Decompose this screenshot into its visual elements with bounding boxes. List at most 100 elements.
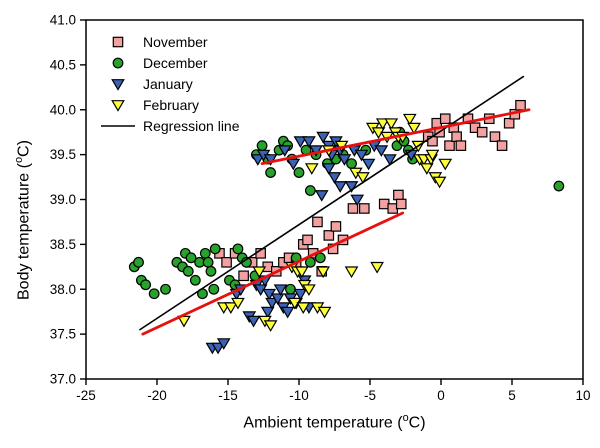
data-point-february [317,306,332,319]
data-point-january [354,149,369,162]
data-point-december [189,274,201,286]
legend-item-february: February [100,94,240,115]
y-tick-label: 38.0 [50,282,76,297]
regression-line-black [139,75,525,331]
legend-item-regression-line: Regression line [100,115,240,136]
data-point-february [356,172,370,184]
series-february [177,113,453,332]
data-point-january [260,306,275,319]
legend-label: December [143,54,208,71]
data-point-january [263,154,278,166]
circle-legend-icon [112,57,124,68]
x-tick-label: -5 [364,388,376,403]
data-point-december [293,167,305,178]
data-point-november [444,140,455,151]
data-point-january [293,136,308,148]
data-point-december [205,265,217,277]
series-december [128,126,565,300]
data-point-february [438,158,453,171]
data-point-january [383,154,397,166]
x-tick-label: 10 [575,388,590,403]
y-tick-label: 39.0 [50,192,76,207]
x-tick-label: -15 [218,388,238,403]
triangle-down-legend-icon [111,78,125,91]
square-legend-icon [112,36,124,47]
triangle-down-legend-icon [111,99,125,112]
x-axis-degree-sup: o [402,412,409,424]
data-point-february [425,149,440,162]
regression-line-legend-icon [101,124,135,127]
data-point-january [273,284,288,297]
data-point-january [361,158,376,171]
data-point-november [302,234,313,246]
data-point-february [316,266,330,279]
data-point-february [370,261,384,274]
data-point-february [296,302,311,314]
data-point-january [344,181,359,193]
data-point-december [182,265,194,277]
legend-item-january: January [100,73,240,94]
data-point-january [316,131,330,144]
data-point-december [314,252,326,264]
data-point-november [489,131,501,142]
data-point-february [304,163,319,175]
data-point-january [265,297,279,310]
data-point-january [314,190,329,202]
legend-label: January [143,75,193,92]
x-tick-label: 0 [437,388,445,403]
data-point-november [496,140,508,151]
legend-label: Regression line [143,117,240,134]
data-point-february [384,118,399,130]
data-point-january [280,306,295,319]
data-point-december [148,288,160,300]
data-point-january [216,338,231,350]
data-point-february [302,284,316,297]
data-point-december [232,243,244,255]
data-point-december [256,140,268,152]
data-point-november [221,257,232,268]
data-point-february [294,266,309,279]
legend-marker-december [112,57,124,68]
regression-line-red-lower [141,211,405,336]
legend-marker-january [111,78,125,91]
data-point-november [515,99,526,111]
data-point-january [327,172,342,184]
data-point-november [395,198,407,210]
data-point-december [553,180,565,192]
y-tick-label: 37.0 [50,372,76,387]
data-point-january [333,181,348,193]
data-point-november [439,113,451,125]
legend-item-december: December [100,52,240,73]
data-point-december [160,283,171,295]
x-tick-label: -25 [76,388,96,403]
data-point-november [476,126,488,138]
data-point-january [337,154,352,166]
data-point-november [503,117,515,129]
data-point-november [330,221,342,232]
legend-symbol [100,97,136,113]
data-point-february [402,113,417,126]
series-january [205,131,419,355]
data-point-december [265,167,277,178]
data-point-january [302,136,316,148]
legend-symbol [100,55,136,71]
data-point-november [238,270,249,282]
data-point-december [209,243,221,255]
data-point-february [252,266,267,279]
data-point-december [304,185,316,196]
data-point-february [344,266,359,279]
data-point-november [359,203,370,214]
y-tick-label: 38.5 [50,237,76,252]
x-tick-label: 5 [508,388,516,403]
data-point-february [231,297,245,310]
y-axis-title-unit: C) [15,140,33,157]
data-point-february [263,320,278,332]
legend-symbol [100,34,136,50]
data-point-january [286,158,301,171]
data-point-november [323,230,335,241]
data-point-january [277,145,292,157]
legend-label: February [143,96,200,113]
x-tick-label: -20 [147,388,167,403]
